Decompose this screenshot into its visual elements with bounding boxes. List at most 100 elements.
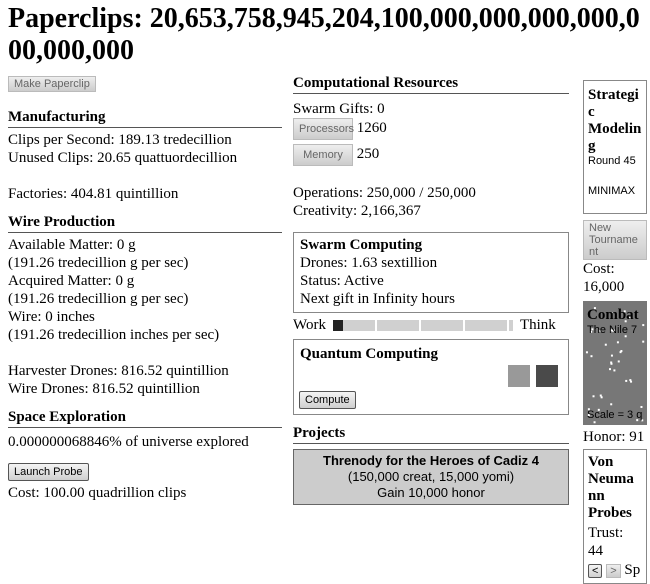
decrease-button[interactable]: < <box>588 564 603 578</box>
think-label: Think <box>519 317 556 333</box>
honor: Honor: 91 <box>583 429 645 445</box>
drone-dot <box>597 408 600 411</box>
processors-button[interactable]: Processors <box>293 118 354 140</box>
von-neumann-heading: Von Neumann Probes <box>588 454 634 521</box>
drone-dot <box>604 343 607 346</box>
manufacturing-heading: Manufacturing <box>8 109 282 128</box>
factories: Factories: 404.81 quintillion <box>8 186 179 202</box>
paperclip-count: Paperclips: 20,653,758,945,204,100,000,0… <box>8 3 640 66</box>
drone-dot <box>642 340 645 343</box>
creativity: Creativity: 2,166,367 <box>293 203 421 219</box>
von-neumann-panel: Von Neumann Probes Trust: 44 < > Sp <box>583 449 647 584</box>
drone-dot <box>617 360 620 363</box>
memory-count: 250 <box>356 146 380 162</box>
drone-dot <box>610 312 613 315</box>
operations: Operations: 250,000 / 250,000 <box>293 185 476 201</box>
drone-dot <box>585 351 588 354</box>
right-column: Strategic Modeling Round 45 MINIMAX New … <box>583 75 647 584</box>
unused-clips: Unused Clips: 20.65 quattuordecillion <box>8 150 238 166</box>
drone-dot <box>610 403 613 406</box>
drone-dot <box>613 369 616 372</box>
drone-dot <box>641 419 644 422</box>
trust: Trust: 44 <box>588 525 624 559</box>
compute-button[interactable]: Compute <box>299 391 356 409</box>
round: Round 45 <box>588 155 636 167</box>
combat-field <box>585 307 645 424</box>
acquired-matter-rate: (191.26 tredecillion g per sec) <box>8 291 189 307</box>
quantum-chip <box>508 365 530 387</box>
drone-dot <box>593 421 596 424</box>
strategic-heading: Strategic Modeling <box>588 87 642 154</box>
speed-label: Sp <box>624 562 641 578</box>
new-tournament-button[interactable]: New Tournament <box>583 220 647 260</box>
project-title: Threnody for the Heroes of Cadiz 4 <box>323 453 539 468</box>
drone-dot <box>620 350 623 353</box>
processors-count: 1260 <box>356 120 387 136</box>
drone-dot <box>619 351 622 354</box>
drone-dot <box>587 414 590 417</box>
drone-dot <box>623 310 626 313</box>
drone-dot <box>599 329 602 332</box>
slider-thumb[interactable] <box>332 320 343 331</box>
drone-dot <box>608 368 611 371</box>
projects-heading: Projects <box>293 425 569 444</box>
next-gift: Next gift in Infinity hours <box>300 291 455 307</box>
swarm-computing-heading: Swarm Computing <box>300 237 423 253</box>
drone-dot <box>612 329 615 332</box>
available-matter: Available Matter: 0 g <box>8 237 136 253</box>
drone-dot <box>624 320 627 323</box>
drone-dot <box>590 355 593 358</box>
swarm-status: Status: Active <box>300 273 384 289</box>
drone-dot <box>610 361 613 364</box>
drone-dot <box>630 380 633 383</box>
drone-dot <box>591 328 594 331</box>
drone-dot <box>600 396 603 399</box>
drone-dot <box>593 307 596 310</box>
drone-dot <box>610 354 613 357</box>
quantum-computing-panel: Quantum Computing Compute <box>293 339 569 415</box>
computational-resources-heading: Computational Resources <box>293 75 569 94</box>
wire-production-heading: Wire Production <box>8 214 282 233</box>
harvester-drones: Harvester Drones: 816.52 quintillion <box>8 363 229 379</box>
project-cost: (150,000 creat, 15,000 yomi) <box>347 469 515 484</box>
drone-dot <box>629 379 632 382</box>
clips-per-second: Clips per Second: 189.13 tredecillion <box>8 132 232 148</box>
drone-dot <box>616 341 619 344</box>
make-paperclip-button[interactable]: Make Paperclip <box>8 76 96 92</box>
wire-amount: Wire: 0 inches <box>8 309 95 325</box>
drone-dot <box>587 408 590 411</box>
increase-button[interactable]: > <box>606 564 621 578</box>
drone-dot <box>613 329 616 332</box>
swarm-gifts: Swarm Gifts: 0 <box>293 101 385 117</box>
launch-probe-button[interactable]: Launch Probe <box>8 463 89 481</box>
memory-button[interactable]: Memory <box>293 144 353 166</box>
drones: Drones: 1.63 sextillion <box>300 255 438 271</box>
work-think-slider-row: Work Think <box>293 317 569 334</box>
wire-rate: (191.26 tredecillion inches per sec) <box>8 327 220 343</box>
drone-dot <box>610 362 613 365</box>
strategic-modeling-panel: Strategic Modeling Round 45 MINIMAX <box>583 80 647 214</box>
work-think-slider[interactable] <box>332 320 513 331</box>
probe-cost: Cost: 100.00 quadrillion clips <box>8 485 187 501</box>
acquired-matter: Acquired Matter: 0 g <box>8 273 135 289</box>
drone-dot <box>599 394 602 397</box>
drone-dot <box>629 317 632 320</box>
project-threnody[interactable]: Threnody for the Heroes of Cadiz 4 (150,… <box>293 449 569 505</box>
tournament-cost: Cost: 16,000 <box>583 261 625 295</box>
combat-location: The Nile 7 <box>587 324 638 336</box>
work-label: Work <box>293 317 326 333</box>
universe-explored: 0.000000068846% of universe explored <box>8 434 249 450</box>
left-column: Make Paperclip Manufacturing Clips per S… <box>8 75 282 502</box>
drone-dot <box>624 335 627 338</box>
drone-dot <box>625 379 628 382</box>
drone-dot <box>592 395 595 398</box>
drone-dot <box>642 324 645 327</box>
combat-heading: Combat <box>587 307 639 323</box>
drone-dot <box>636 419 639 422</box>
quantum-chip <box>536 365 558 387</box>
space-exploration-heading: Space Exploration <box>8 409 282 428</box>
wire-drones: Wire Drones: 816.52 quintillion <box>8 381 200 397</box>
drone-dot <box>610 329 613 332</box>
strategy-name: MINIMAX <box>588 185 636 197</box>
drone-dot <box>640 405 643 408</box>
